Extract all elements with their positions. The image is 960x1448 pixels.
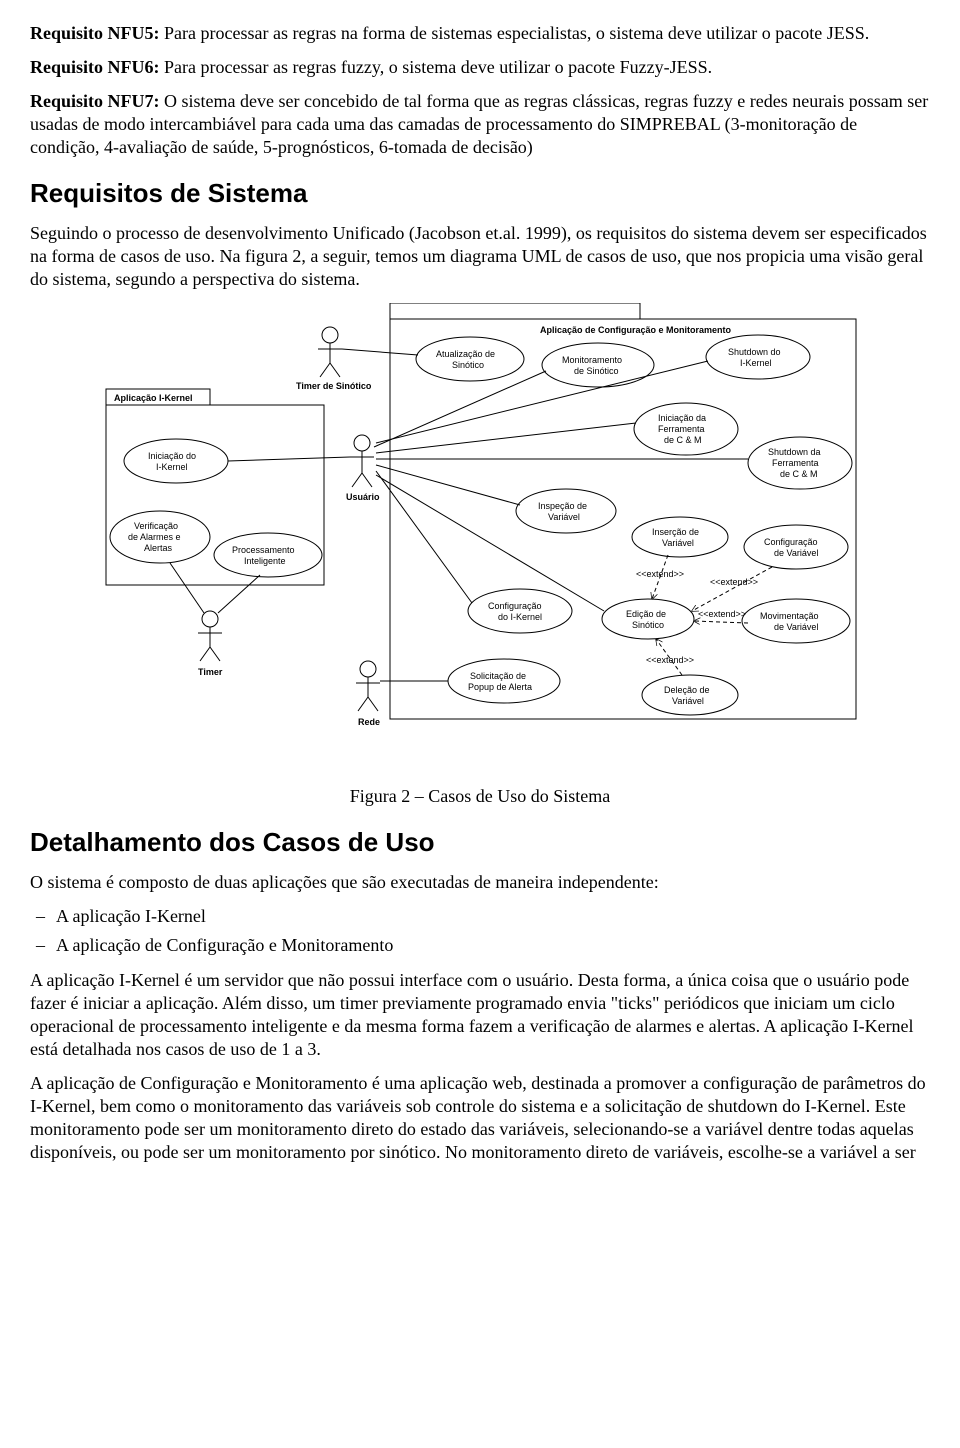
svg-text:Popup de Alerta: Popup de Alerta [468,682,532,692]
svg-text:Sinótico: Sinótico [632,620,664,630]
section-requisitos-sistema: Requisitos de Sistema [30,177,930,210]
svg-text:Verificação: Verificação [134,521,178,531]
uc-atualizacao: Atualização de Sinótico [416,337,524,381]
uc-proc-inteligente: Processamento Inteligente [214,533,322,577]
svg-text:Movimentação: Movimentação [760,611,819,621]
nfu6-label: Requisito NFU6: [30,57,160,77]
svg-text:I-Kernel: I-Kernel [156,462,188,472]
actor-timer-sinotico: Timer de Sinótico [296,327,372,391]
pkg1-label: Aplicação I-Kernel [114,393,193,403]
nfu7-text: O sistema deve ser concebido de tal form… [30,91,928,157]
svg-text:<<extend>>: <<extend>> [698,609,746,619]
section-detalhamento: Detalhamento dos Casos de Uso [30,826,930,859]
svg-text:Rede: Rede [358,717,380,727]
uc-iniciacao-ferr: Iniciação da Ferramenta de C & M [634,403,738,455]
uml-diagram-svg: Aplicação de Configuração e Monitorament… [100,303,860,763]
svg-text:do I-Kernel: do I-Kernel [498,612,542,622]
svg-text:Ferramenta: Ferramenta [772,458,819,468]
svg-text:Iniciação do: Iniciação do [148,451,196,461]
svg-text:de Variável: de Variável [774,622,818,632]
svg-text:<<extend>>: <<extend>> [710,577,758,587]
sec2-p2: A aplicação I-Kernel é um servidor que n… [30,969,930,1061]
svg-text:Ferramenta: Ferramenta [658,424,705,434]
list-item: A aplicação de Configuração e Monitorame… [30,934,930,957]
svg-text:<<extend>>: <<extend>> [646,655,694,665]
svg-text:de Variável: de Variável [774,548,818,558]
svg-text:Timer de Sinótico: Timer de Sinótico [296,381,372,391]
uc-verificacao: Verificação de Alarmes e Alertas [110,511,210,563]
sec1-p1: Seguindo o processo de desenvolvimento U… [30,222,930,291]
document-page: Requisito NFU5: Para processar as regras… [0,0,960,1164]
svg-text:de C & M: de C & M [664,435,702,445]
svg-text:Inspeção de: Inspeção de [538,501,587,511]
svg-text:Monitoramento: Monitoramento [562,355,622,365]
actor-usuario: Usuário [346,435,380,502]
uc-inspecao: Inspeção de Variável [516,489,616,533]
nfu5-label: Requisito NFU5: [30,23,160,43]
nfu7-label: Requisito NFU7: [30,91,160,111]
actor-rede: Rede [356,661,380,727]
app-list: A aplicação I-Kernel A aplicação de Conf… [30,905,930,957]
uc-delecao: Deleção de Variável [642,675,738,715]
svg-text:Inserção de: Inserção de [652,527,699,537]
sec2-p1: O sistema é composto de duas aplicações … [30,871,930,894]
requisito-nfu5: Requisito NFU5: Para processar as regras… [30,22,930,45]
requisito-nfu7: Requisito NFU7: O sistema deve ser conce… [30,90,930,159]
svg-text:Solicitação de: Solicitação de [470,671,526,681]
svg-text:Edição de: Edição de [626,609,666,619]
uc-config-ik: Configuração do I-Kernel [468,589,572,633]
sec2-p3: A aplicação de Configuração e Monitorame… [30,1072,930,1164]
svg-text:Timer: Timer [198,667,223,677]
pkg2-label: Aplicação de Configuração e Monitorament… [540,325,732,335]
svg-text:Processamento: Processamento [232,545,295,555]
uc-insercao: Inserção de Variável [632,517,728,557]
uc-shutdown-ik: Shutdown do I-Kernel [706,335,810,379]
nfu6-text: Para processar as regras fuzzy, o sistem… [160,57,713,77]
svg-text:Atualização de: Atualização de [436,349,495,359]
svg-text:de Sinótico: de Sinótico [574,366,619,376]
uc-monitoramento: Monitoramento de Sinótico [542,343,654,387]
svg-text:de Alarmes e: de Alarmes e [128,532,181,542]
uc-popup: Solicitação de Popup de Alerta [448,659,560,703]
use-case-diagram: Aplicação de Configuração e Monitorament… [30,303,930,763]
svg-text:Variável: Variável [662,538,694,548]
requisito-nfu6: Requisito NFU6: Para processar as regras… [30,56,930,79]
uc-config-var: Configuração de Variável [744,525,848,569]
svg-text:Usuário: Usuário [346,492,380,502]
figure-caption: Figura 2 – Casos de Uso do Sistema [30,785,930,808]
uc-mov-var: Movimentação de Variável [742,599,850,643]
uc-edicao: Edição de Sinótico [602,599,694,639]
svg-text:Variável: Variável [548,512,580,522]
svg-text:Sinótico: Sinótico [452,360,484,370]
svg-text:Shutdown do: Shutdown do [728,347,781,357]
nfu5-text: Para processar as regras na forma de sis… [160,23,870,43]
svg-text:Iniciação da: Iniciação da [658,413,706,423]
list-item: A aplicação I-Kernel [30,905,930,928]
svg-text:Deleção de: Deleção de [664,685,710,695]
svg-text:Alertas: Alertas [144,543,173,553]
uc-shutdown-ferr: Shutdown da Ferramenta de C & M [748,437,852,489]
svg-text:I-Kernel: I-Kernel [740,358,772,368]
svg-text:de C & M: de C & M [780,469,818,479]
svg-text:Shutdown da: Shutdown da [768,447,821,457]
svg-text:Configuração: Configuração [488,601,542,611]
svg-text:Variável: Variável [672,696,704,706]
svg-text:Configuração: Configuração [764,537,818,547]
svg-text:Inteligente: Inteligente [244,556,286,566]
svg-text:<<extend>>: <<extend>> [636,569,684,579]
uc-iniciacao-ikernel: Iniciação do I-Kernel [124,439,228,483]
actor-timer: Timer [198,611,223,677]
